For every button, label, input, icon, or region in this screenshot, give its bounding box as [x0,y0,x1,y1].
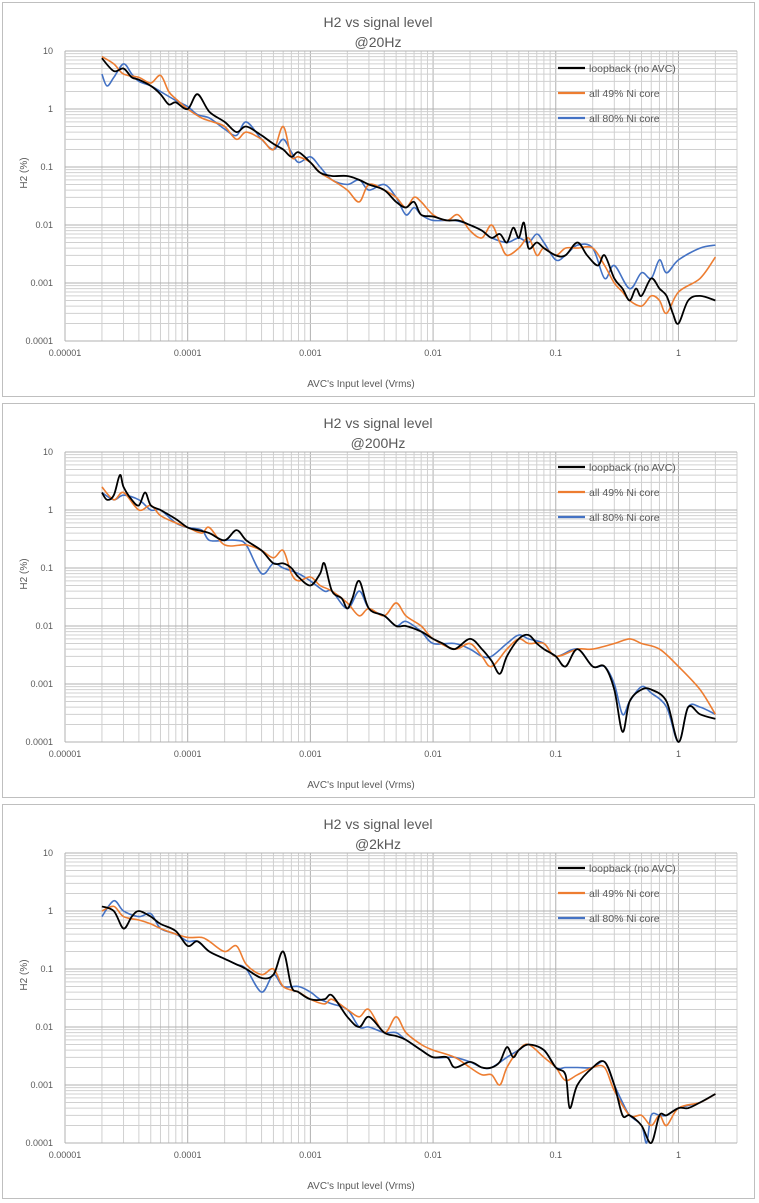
x-tick-label: 1 [676,348,681,358]
chart-svg: H2 vs signal level @20Hz 10 1 0.1 0.01 0… [19,14,738,390]
x-tick-label: 1 [676,1150,681,1160]
y-tick-label: 1 [48,104,53,114]
x-tick-label: 0.00001 [49,348,82,358]
chart-subtitle: @200Hz [351,435,406,451]
y-tick-label: 10 [43,447,53,457]
legend-label: all 80% Ni core [589,113,660,125]
x-tick-labels: 0.00001 0.0001 0.001 0.01 0.1 1 [49,1150,681,1160]
series-line-loopback [101,905,716,1144]
x-tick-label: 0.00001 [49,749,82,759]
y-tick-label: 0.01 [35,621,53,631]
x-tick-label: 0.001 [299,749,322,759]
x-tick-label: 1 [676,749,681,759]
x-axis-title: AVC's Input level (Vrms) [307,379,415,390]
grid-lines [64,852,738,1144]
chart-title: H2 vs signal level [324,14,433,30]
legend-label: all 49% Ni core [589,888,660,900]
legend-label: all 80% Ni core [589,913,660,925]
x-tick-label: 0.001 [299,1150,322,1160]
x-tick-label: 0.00001 [49,1150,82,1160]
series-line-loopback [101,474,716,743]
grid-lines [64,451,738,743]
y-axis-title: H2 (%) [19,157,30,188]
y-axis-title: H2 (%) [19,558,30,589]
x-tick-label: 0.1 [550,348,563,358]
chart-panel-200hz: H2 vs signal level @200Hz 10 1 0.1 0.01 … [2,403,755,798]
chart-title: H2 vs signal level [324,816,433,832]
legend: loopback (no AVC) all 49% Ni core all 80… [558,462,676,524]
legend-label: loopback (no AVC) [589,462,676,474]
y-tick-label: 10 [43,848,53,858]
x-axis-title: AVC's Input level (Vrms) [307,780,415,791]
y-tick-label: 0.01 [35,220,53,230]
x-axis-title: AVC's Input level (Vrms) [307,1181,415,1192]
series-line-49ni [101,55,717,315]
series-line-loopback [101,57,716,325]
chart-panel-2khz: H2 vs signal level @2kHz 10 1 0.1 0.01 0… [2,804,755,1199]
x-tick-labels: 0.00001 0.0001 0.001 0.01 0.1 1 [49,348,681,358]
y-tick-labels: 10 1 0.1 0.01 0.001 0.0001 [25,447,53,747]
y-tick-labels: 10 1 0.1 0.01 0.001 0.0001 [25,46,53,346]
x-tick-label: 0.0001 [174,1150,202,1160]
y-axis-title: H2 (%) [19,959,30,990]
y-tick-label: 0.1 [40,964,53,974]
y-tick-label: 10 [43,46,53,56]
y-tick-label: 0.0001 [25,1138,53,1148]
y-tick-label: 0.001 [30,679,53,689]
y-tick-label: 1 [48,906,53,916]
chart-subtitle: @2kHz [355,836,401,852]
legend-label: all 49% Ni core [589,487,660,499]
chart-subtitle: @20Hz [355,34,402,50]
series-layer [101,474,717,743]
x-tick-label: 0.0001 [174,348,202,358]
legend-label: loopback (no AVC) [589,863,676,875]
x-tick-label: 0.1 [550,1150,563,1160]
y-tick-label: 1 [48,505,53,515]
y-tick-label: 0.01 [35,1022,53,1032]
series-layer [101,899,716,1144]
legend-label: all 80% Ni core [589,512,660,524]
y-tick-label: 0.0001 [25,737,53,747]
series-layer [101,55,717,325]
legend: loopback (no AVC) all 49% Ni core all 80… [558,863,676,925]
chart-svg: H2 vs signal level @2kHz 10 1 0.1 0.01 0… [19,816,738,1192]
x-tick-labels: 0.00001 0.0001 0.001 0.01 0.1 1 [49,749,681,759]
x-tick-label: 0.01 [424,348,442,358]
y-tick-label: 0.1 [40,162,53,172]
chart-svg: H2 vs signal level @200Hz 10 1 0.1 0.01 … [19,415,738,791]
y-tick-label: 0.001 [30,278,53,288]
x-tick-label: 0.01 [424,1150,442,1160]
chart-title: H2 vs signal level [324,415,433,431]
legend-label: loopback (no AVC) [589,63,676,75]
y-tick-label: 0.001 [30,1080,53,1090]
legend: loopback (no AVC) all 49% Ni core all 80… [558,63,676,125]
x-tick-label: 0.1 [550,749,563,759]
y-tick-label: 0.0001 [25,336,53,346]
chart-panel-20hz: H2 vs signal level @20Hz 10 1 0.1 0.01 0… [2,2,755,397]
x-tick-label: 0.01 [424,749,442,759]
grid-lines [64,50,738,342]
legend-label: all 49% Ni core [589,88,660,100]
y-tick-label: 0.1 [40,563,53,573]
y-tick-labels: 10 1 0.1 0.01 0.001 0.0001 [25,848,53,1148]
x-tick-label: 0.0001 [174,749,202,759]
series-line-49ni [101,905,716,1127]
x-tick-label: 0.001 [299,348,322,358]
